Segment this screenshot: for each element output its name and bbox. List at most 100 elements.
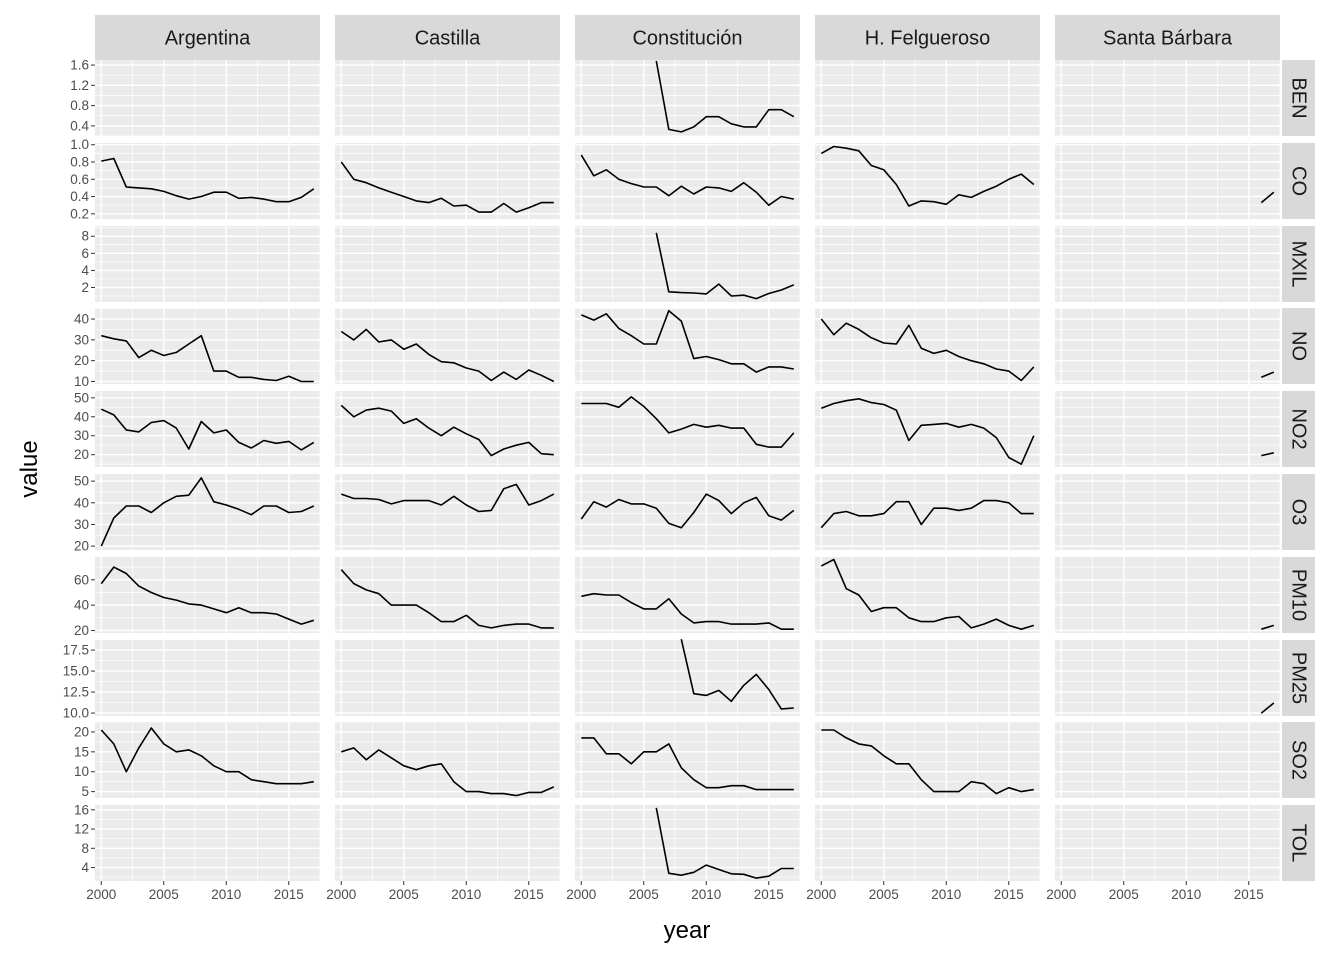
series-line: [100, 408, 315, 451]
facet-panel: [335, 143, 561, 219]
facet-panel: [335, 308, 561, 384]
facet-panel: [815, 143, 1041, 219]
facet-panel: [335, 721, 561, 798]
x-tick-label: 2000: [326, 887, 356, 902]
facet-panel: [1055, 308, 1281, 384]
x-tick-label: 2010: [691, 887, 721, 902]
panel-background: [95, 640, 320, 716]
panel-background: [95, 805, 320, 881]
panel-background: [335, 474, 560, 550]
facet-panel: [575, 60, 801, 137]
panel-background: [1055, 557, 1280, 633]
y-tick-label: 0.6: [70, 172, 89, 187]
x-tick-label: 2000: [566, 887, 596, 902]
series-line: [581, 737, 794, 791]
facet-panel: [1055, 721, 1281, 798]
column-strip-background: [335, 15, 560, 60]
row-strip-label: MXIL: [1288, 241, 1310, 288]
x-tick-label: 2010: [931, 887, 961, 902]
y-tick-label: 5: [81, 784, 89, 799]
x-tick-label: 2000: [806, 887, 836, 902]
y-tick-label: 1.0: [70, 137, 89, 152]
series-line: [341, 747, 555, 797]
column-strip-label: Argentina: [165, 28, 251, 50]
panel-background: [335, 226, 560, 302]
column-strip-background: [1055, 15, 1280, 60]
row-strip: NO2: [1282, 391, 1315, 467]
facet-panel: [1055, 143, 1281, 219]
row-strip-label: BEN: [1288, 77, 1310, 118]
facet-panel: [815, 226, 1041, 302]
panel-background: [575, 722, 800, 798]
panel-background: [1055, 226, 1280, 302]
facet-panel: [1055, 391, 1281, 467]
row-strip-label: TOL: [1288, 824, 1310, 863]
facet-panel: [575, 721, 801, 798]
x-tick-label: 2015: [754, 887, 784, 902]
column-strip-background: [95, 15, 320, 60]
row-strip-label: PM10: [1288, 569, 1310, 621]
series-line: [655, 807, 794, 879]
y-tick-label: 30: [74, 332, 89, 347]
row-strip-background: [1282, 640, 1315, 716]
y-tick-label: 0.8: [70, 155, 89, 170]
panel-background: [1055, 474, 1280, 550]
panel-background: [1055, 60, 1280, 136]
y-tick-label: 10.0: [63, 706, 89, 721]
y-tick-label: 17.5: [63, 643, 89, 658]
facet-panel: [1055, 805, 1281, 881]
row-strip-background: [1282, 308, 1315, 384]
facet-panel: [335, 391, 561, 467]
row-strip-background: [1282, 391, 1315, 467]
facet-panel: [815, 391, 1041, 467]
panel-background: [335, 143, 560, 219]
y-tick-label: 16: [74, 802, 89, 817]
row-strip-label: NO: [1288, 331, 1310, 361]
row-strip: SO2: [1282, 722, 1315, 798]
panel-background: [335, 640, 560, 716]
y-tick-label: 8: [81, 841, 89, 856]
series-line: [655, 232, 795, 300]
panel-background: [1055, 805, 1280, 881]
row-strip-background: [1282, 226, 1315, 302]
x-tick-label: 2015: [514, 887, 544, 902]
y-tick-label: 40: [74, 495, 89, 510]
row-strip: PM25: [1282, 640, 1315, 716]
facet-panel: [1055, 640, 1281, 716]
row-strip: PM10: [1282, 557, 1315, 633]
strips-layer: BEN CO MXIL NO NO2 O3 PM10 PM25 SO2 TOL Argentina C…: [95, 15, 1315, 881]
series-line: [820, 318, 1035, 382]
row-strip-background: [1282, 474, 1315, 550]
facet-panel: [95, 143, 321, 219]
column-strip: Santa Bárbara: [1055, 15, 1280, 60]
y-tick-label: 10: [74, 764, 89, 779]
facet-panel: [335, 60, 561, 137]
facet-panel: [95, 391, 321, 467]
x-tick-label: 2015: [274, 887, 304, 902]
y-tick-label: 0.4: [70, 189, 89, 204]
row-strip-label: SO2: [1288, 740, 1310, 780]
row-strip: BEN: [1282, 60, 1315, 136]
y-tick-label: 30: [74, 517, 89, 532]
x-tick-label: 2000: [1046, 887, 1076, 902]
series-line: [1261, 624, 1275, 630]
x-tick-label: 2000: [86, 887, 116, 902]
row-strip-label: O3: [1288, 499, 1310, 526]
series-line: [100, 566, 315, 625]
facet-panel: [575, 226, 801, 302]
facet-panel: [335, 474, 561, 550]
row-strip: CO: [1282, 143, 1315, 219]
series-line: [580, 154, 794, 206]
y-tick-label: 40: [74, 312, 89, 327]
panels-layer: [95, 60, 1281, 881]
facet-panel: [815, 640, 1041, 716]
panel-background: [815, 640, 1040, 716]
panel-background: [95, 60, 320, 136]
series-line: [340, 404, 554, 457]
facet-panel: [575, 805, 801, 881]
facet-panel: [95, 557, 321, 633]
panel-background: [95, 391, 320, 467]
x-tick-label: 2005: [389, 887, 419, 902]
y-tick-label: 0.8: [70, 98, 89, 113]
facet-panel: [815, 474, 1041, 550]
